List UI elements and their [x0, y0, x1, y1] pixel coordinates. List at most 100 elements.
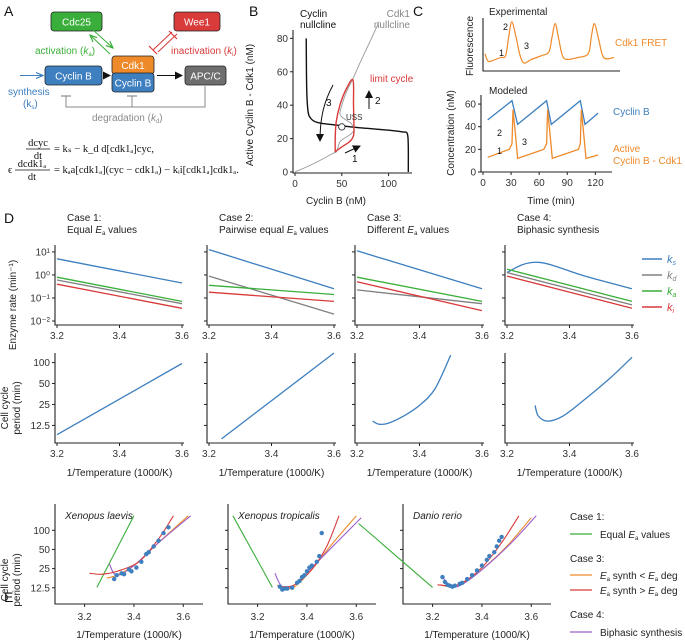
- phase-plane-plot: 0 50 100 0 20 40 60 80: [277, 21, 412, 190]
- b-xtick-label: 100: [380, 179, 397, 190]
- data-point: [474, 568, 480, 573]
- case-title: Case 2:: [219, 213, 253, 224]
- rate-ytick-label: 10⁻²: [30, 317, 50, 328]
- inhibition-line-b: [157, 33, 178, 53]
- e-axes: [54, 504, 203, 605]
- wee1-node: [173, 11, 221, 32]
- legend-case1: Case 1:: [570, 512, 604, 523]
- period-axes: [206, 353, 336, 444]
- data-point: [112, 576, 117, 582]
- eq1-denominator: dt: [34, 151, 42, 162]
- c-n2: 2: [497, 128, 502, 138]
- data-point: [479, 563, 485, 568]
- cdk1-fret-trace: [484, 21, 615, 64]
- rate-xtick-label: 3.2: [500, 331, 514, 342]
- e-ylabel-2: period (min): [12, 553, 23, 606]
- c-ytick-label: 60: [465, 100, 477, 111]
- cdc25-node: [50, 11, 103, 32]
- e-xtick-label: 3.6: [176, 612, 190, 623]
- rate-xtick-label: 3.2: [202, 331, 216, 342]
- svg-text:3: 3: [524, 41, 529, 51]
- rate-xtick-label: 3.6: [475, 331, 489, 342]
- period-line: [221, 352, 335, 440]
- period-axes: [54, 353, 184, 444]
- data-point: [304, 569, 310, 574]
- c-xtick-label: 120: [587, 178, 604, 189]
- apcc-label: APC/C: [190, 72, 221, 83]
- trajectory-3-label: 3: [326, 98, 332, 109]
- b-ytick-label: 80: [277, 34, 289, 45]
- rate-line-ks: [56, 258, 183, 284]
- cyclin-b-node: [44, 65, 103, 86]
- e-xlabel: 1/Temperature (1000/K): [249, 630, 355, 641]
- c-xtick-label: 60: [534, 178, 546, 189]
- cyclin-nullcline-label-2: nullcline: [300, 20, 337, 31]
- data-point: [469, 572, 475, 578]
- rate-line-ki: [56, 283, 183, 309]
- case3-lt-fit: [439, 517, 532, 588]
- period-line: [372, 354, 452, 426]
- species-title: Xenopus laevis: [64, 511, 133, 522]
- case-subtitle: Pairwise equal Ea values: [219, 225, 329, 237]
- b-ytick-label: 60: [277, 67, 289, 78]
- period-ytick-label: 12.5: [31, 421, 51, 432]
- rate-line-ka: [356, 276, 483, 303]
- rate-axes: [504, 245, 634, 326]
- rate-xtick-label: 3.6: [175, 331, 189, 342]
- data-point: [494, 544, 499, 549]
- wee1-label: Wee1: [184, 18, 210, 29]
- legend-label-ki: ki: [667, 302, 675, 315]
- exp-axes: [482, 18, 620, 72]
- case1-fit: [232, 515, 273, 588]
- rate-xtick-label: 3.6: [625, 331, 639, 342]
- e-ytick-label: 25: [39, 564, 51, 575]
- data-point: [484, 557, 490, 563]
- data-point: [442, 579, 448, 585]
- svg-text:2: 2: [503, 22, 508, 32]
- species-title: Xenopus tropicalis: [237, 511, 320, 522]
- eq1-rhs: = kₛ − k_d d[cdk1ₐ]cyc,: [54, 144, 154, 155]
- rate-legend: ks kd ka ki: [642, 254, 678, 315]
- panel-d: D Enzyme rate (min⁻¹) Cell cycle period …: [0, 210, 678, 479]
- b-ytick-label: 40: [277, 101, 289, 112]
- inhibition-bar: [148, 45, 158, 55]
- data-point: [319, 530, 324, 536]
- data-point: [146, 550, 151, 555]
- data-point: [499, 534, 504, 540]
- legend-case3: Case 3:: [570, 554, 604, 565]
- period-xlabel: 1/Temperature (1000/K): [367, 468, 473, 479]
- rate-line-kd: [56, 279, 183, 305]
- period-xtick-label: 3.2: [350, 449, 364, 460]
- trajectory-arrow-1: [344, 145, 361, 154]
- period-xtick-label: 3.4: [563, 449, 577, 460]
- e-xtick-label: 3.6: [349, 612, 363, 623]
- synthesis-rate-label: (ks): [23, 99, 38, 111]
- period-xlabel: 1/Temperature (1000/K): [219, 468, 325, 479]
- data-point: [161, 530, 166, 536]
- rate-axes: [54, 245, 184, 326]
- period-xtick-label: 3.6: [475, 449, 489, 460]
- fluorescence-ylabel: Fluorescence: [465, 16, 476, 76]
- rate-xtick-label: 3.4: [413, 331, 427, 342]
- b-xlabel: Cyclin B (nM): [306, 196, 366, 207]
- e-xtick-label: 3.2: [426, 612, 440, 623]
- c-xtick-label: 30: [506, 178, 518, 189]
- panel-a: A Cdc25 Wee1 Cyclin B Cdk1 Cyclin B APC/…: [4, 3, 239, 183]
- data-point: [277, 584, 282, 589]
- e-xtick-label: 3.4: [127, 612, 141, 623]
- equations: dcyc dt = kₛ − k_d d[cdk1ₐ]cyc, ϵ dcdk1ₐ…: [8, 138, 239, 183]
- case4-fit: [108, 515, 192, 576]
- period-xtick-label: 3.2: [50, 449, 64, 460]
- data-point: [289, 585, 295, 590]
- modeled-title: Modeled: [489, 86, 527, 97]
- eq1-numerator: dcyc: [28, 138, 48, 149]
- case-subtitle: Biphasic synthesis: [517, 225, 599, 236]
- c-xtick-label: 90: [562, 178, 574, 189]
- period-xtick-label: 3.4: [265, 449, 279, 460]
- panel-b: B Cyclin nullcline Cdk1 nullcline 0 50 100…: [245, 3, 414, 207]
- rate-line-ks: [506, 261, 633, 290]
- data-point: [156, 538, 161, 543]
- complex-cyclin-b-label: Cyclin B: [115, 79, 152, 90]
